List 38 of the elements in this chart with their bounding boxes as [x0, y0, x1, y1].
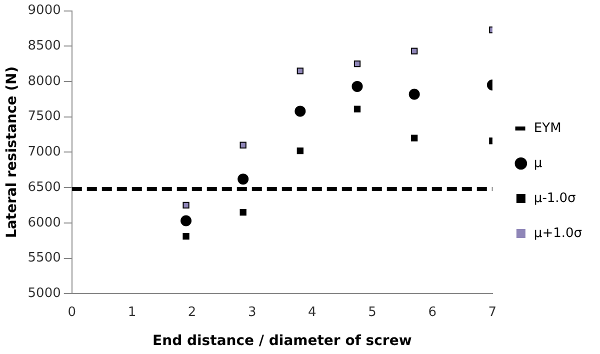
point: [240, 142, 246, 148]
y-tick-label: 7000: [28, 144, 61, 160]
point: [410, 134, 418, 142]
y-axis-title: Lateral resistance (N): [4, 66, 20, 238]
x-tick-label: 4: [308, 304, 316, 320]
y-tick-label: 5000: [28, 286, 61, 301]
y-tick-label: 6500: [28, 180, 61, 195]
point: [182, 233, 190, 240]
x-tick-label: 3: [248, 304, 256, 320]
y-tick-label: 8500: [28, 38, 61, 54]
x-tick-label: 0: [68, 304, 76, 320]
point: [294, 106, 306, 117]
y-tick-label: 5500: [28, 250, 61, 266]
legend-label: μ+1.0σ: [534, 226, 582, 241]
y-tick-label: 6000: [28, 215, 61, 230]
x-tick-label: 2: [188, 304, 196, 320]
point: [296, 147, 304, 154]
point: [410, 48, 418, 54]
legend-label: μ-1.0σ: [534, 190, 576, 206]
x-tick-label: 5: [368, 304, 376, 320]
point: [182, 202, 190, 209]
y-tick-label: 7500: [28, 109, 61, 124]
legend-label: EYM: [534, 120, 562, 136]
point: [238, 174, 249, 185]
x-tick-label: 1: [128, 304, 136, 320]
y-tick-label: 9000: [28, 3, 61, 18]
point: [352, 80, 363, 92]
point: [180, 215, 192, 226]
point: [408, 88, 420, 100]
y-tick-label: 8000: [28, 74, 61, 89]
point: [354, 60, 361, 68]
point: [240, 208, 246, 216]
x-tick-label: 6: [428, 304, 436, 320]
point: [296, 68, 304, 74]
point: [354, 106, 361, 112]
x-axis-title: End distance / diameter of screw: [152, 333, 412, 350]
legend-label: μ: [534, 156, 542, 171]
x-tick-label: 7: [488, 304, 497, 320]
